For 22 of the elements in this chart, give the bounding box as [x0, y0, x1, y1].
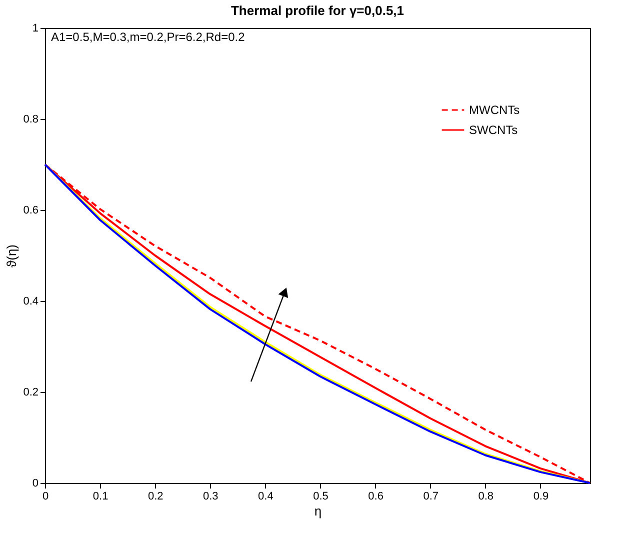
- legend-label: MWCNTs: [469, 103, 520, 117]
- x-tick-label: 0.9: [533, 490, 549, 502]
- legend-label: SWCNTs: [469, 123, 518, 137]
- x-tick-label: 0: [42, 490, 49, 502]
- annotation: A1=0.5,M=0.3,m=0.2,Pr=6.2,Rd=0.2: [51, 30, 246, 44]
- y-tick-label: 0.6: [23, 204, 38, 216]
- x-axis-title: η: [314, 504, 322, 518]
- x-tick-label: 0.7: [423, 490, 438, 502]
- x-tick-label: 0.5: [313, 490, 328, 502]
- y-tick-label: 1: [32, 22, 38, 34]
- y-tick-label: 0: [32, 478, 38, 490]
- y-tick-label: 0.2: [23, 386, 38, 398]
- y-tick-label: 0.8: [23, 114, 38, 126]
- chart-title: Thermal profile for γ=0,0.5,1: [230, 3, 404, 18]
- x-tick-label: 0.8: [478, 490, 494, 502]
- x-tick-label: 0.6: [368, 490, 384, 502]
- x-tick-label: 0.2: [148, 490, 164, 502]
- y-axis-title: ϑ(η): [4, 244, 20, 268]
- x-tick-label: 0.1: [92, 490, 108, 502]
- x-tick-label: 0.4: [258, 490, 274, 502]
- x-tick-label: 0.3: [203, 490, 218, 502]
- y-tick-label: 0.4: [23, 296, 38, 308]
